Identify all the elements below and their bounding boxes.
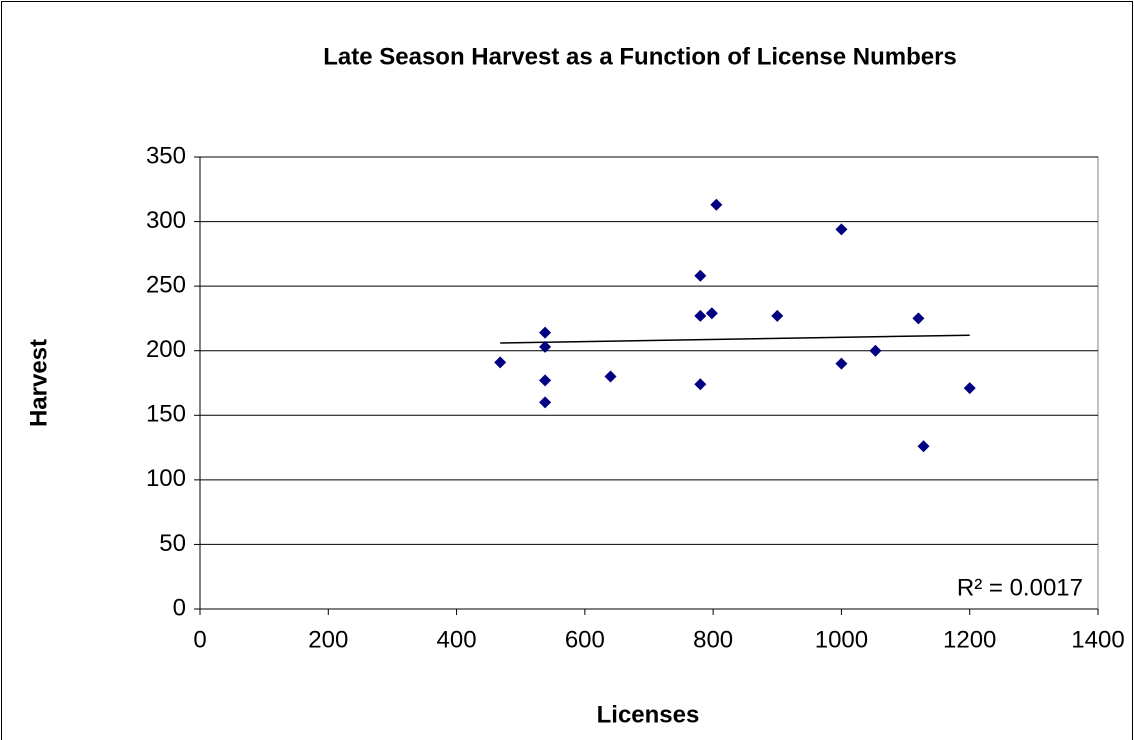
r-squared-label: R² = 0.0017 <box>957 574 1083 601</box>
point <box>539 326 552 339</box>
x-tick-label: 1000 <box>815 626 868 653</box>
point <box>539 340 552 353</box>
point <box>604 370 617 383</box>
point <box>963 382 976 395</box>
point <box>694 309 707 322</box>
y-tick-label: 250 <box>146 271 186 298</box>
y-tick-label: 0 <box>173 594 186 621</box>
point <box>705 307 718 320</box>
x-axis-title: Licenses <box>597 701 700 728</box>
point <box>912 312 925 325</box>
y-tick-label: 100 <box>146 465 186 492</box>
point <box>539 396 552 409</box>
x-tick-label: 1400 <box>1071 626 1124 653</box>
point <box>710 198 723 211</box>
trendline <box>500 334 970 344</box>
point <box>835 357 848 370</box>
x-tick-label: 200 <box>308 626 348 653</box>
x-tick-label: 600 <box>565 626 605 653</box>
y-tick-label: 350 <box>146 142 186 169</box>
x-tick-label: 400 <box>437 626 477 653</box>
y-tick-label: 200 <box>146 336 186 363</box>
point <box>694 269 707 282</box>
x-tick-label: 800 <box>693 626 733 653</box>
point <box>771 309 784 322</box>
point <box>917 440 930 453</box>
y-tick-label: 50 <box>159 530 186 557</box>
point <box>835 223 848 236</box>
x-tick-label: 0 <box>193 626 206 653</box>
y-axis-title: Harvest <box>25 339 52 427</box>
point <box>694 378 707 391</box>
y-tick-label: 150 <box>146 401 186 428</box>
point <box>869 344 882 357</box>
y-tick-label: 300 <box>146 207 186 234</box>
chart-title: Late Season Harvest as a Function of Lic… <box>323 43 957 70</box>
x-tick-label: 1200 <box>943 626 996 653</box>
point <box>539 374 552 387</box>
point <box>494 356 507 369</box>
plot-area <box>199 156 1099 610</box>
